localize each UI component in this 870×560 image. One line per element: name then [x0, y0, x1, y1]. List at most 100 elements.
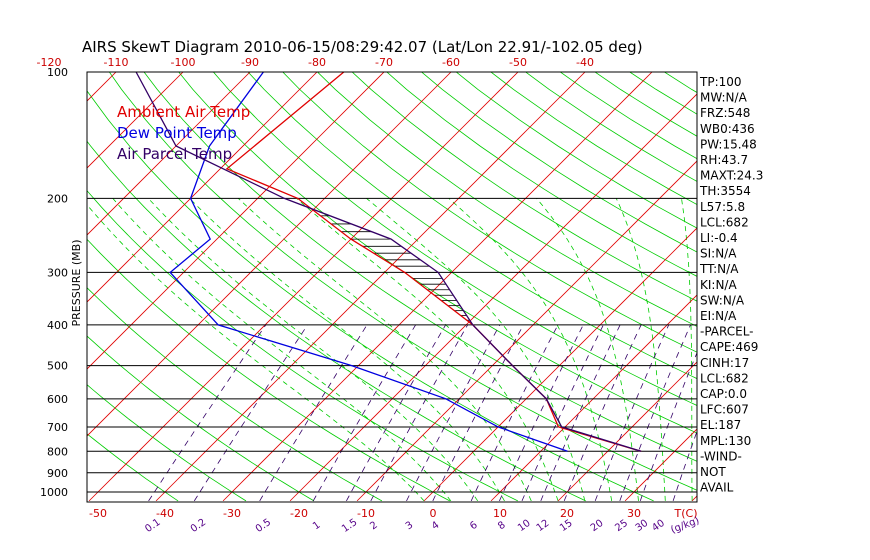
index-label: -PARCEL- — [700, 325, 754, 339]
index-label: FRZ:548 — [700, 106, 750, 120]
index-label: CAP:0.0 — [700, 387, 747, 401]
index-label: TH:3554 — [699, 184, 751, 198]
mixing-ratio-label: 4 — [430, 520, 442, 533]
plot-area — [87, 53, 870, 502]
top-temp-tick-label: -100 — [171, 56, 196, 69]
mixing-ratio-line — [563, 324, 642, 502]
bottom-temp-tick-label: 30 — [627, 507, 641, 520]
index-label: RH:43.7 — [700, 153, 748, 167]
profile-ambient-air-temp — [225, 71, 642, 452]
bottom-temp-tick-label: -50 — [89, 507, 107, 520]
mixing-ratio-line — [259, 324, 368, 502]
moist-adiabat — [238, 198, 532, 502]
legend-entry: Air Parcel Temp — [117, 145, 232, 163]
isotherm — [557, 361, 697, 502]
index-label: -WIND- — [700, 449, 742, 463]
dry-adiabat — [282, 72, 697, 353]
dry-adiabat — [87, 433, 179, 502]
top-temp-tick-label: -90 — [241, 56, 259, 69]
dry-adiabat — [735, 53, 870, 501]
isotherm — [423, 227, 697, 502]
mixing-ratio-line — [594, 324, 670, 502]
bottom-temp-tick-label: 0 — [430, 507, 437, 520]
index-label: L57:5.8 — [700, 200, 745, 214]
dry-adiabat — [87, 140, 586, 502]
moist-adiabat — [448, 198, 613, 501]
dry-adiabat — [668, 53, 870, 501]
index-label: TT:N/A — [699, 262, 739, 276]
dry-adiabat — [316, 72, 697, 327]
pressure-tick-label: 900 — [47, 467, 68, 480]
index-label: LCL:682 — [700, 215, 749, 229]
mixing-ratio-line — [639, 351, 697, 502]
dry-adiabat — [108, 72, 697, 491]
index-label: SI:N/A — [700, 247, 737, 261]
profile-dew-point-temp — [169, 71, 568, 452]
isotherm — [155, 72, 586, 502]
isotherm — [490, 294, 697, 502]
dry-adiabat — [386, 72, 697, 277]
mixing-ratio-label: 12 — [535, 518, 552, 534]
bottom-temp-tick-label: 20 — [560, 507, 574, 520]
dry-adiabat — [455, 72, 697, 229]
dry-adiabat — [87, 238, 450, 502]
moist-adiabat — [681, 198, 693, 501]
index-label: NOT — [700, 465, 726, 479]
dry-adiabat — [490, 72, 697, 206]
pressure-tick-label: 200 — [47, 192, 68, 205]
mixing-ratio-label: 30 — [634, 518, 651, 534]
dry-adiabat — [351, 72, 697, 302]
legend-entry: Ambient Air Temp — [117, 103, 250, 121]
dry-adiabat — [212, 72, 697, 406]
top-temp-tick-label: -50 — [509, 56, 527, 69]
bottom-temp-tick-label: -30 — [223, 507, 241, 520]
mixing-ratio-label: 10 — [516, 518, 533, 534]
pressure-tick-label: 500 — [47, 360, 68, 373]
mixing-ratio-line — [370, 324, 468, 502]
isotherm — [87, 72, 452, 437]
temp-unit-label: T(C) — [674, 507, 698, 520]
moist-adiabat — [296, 198, 559, 502]
isotherm — [87, 72, 385, 370]
mixing-ratio-line — [346, 324, 446, 502]
dry-adiabat — [143, 72, 697, 462]
top-temp-tick-label: -60 — [442, 56, 460, 69]
pressure-tick-label: 700 — [47, 421, 68, 434]
mixing-ratio-label: 0.2 — [189, 517, 208, 535]
top-temp-tick-label: -120 — [37, 56, 62, 69]
bottom-temp-tick-label: -40 — [156, 507, 174, 520]
legend: Ambient Air Temp Dew Point Temp Air Parcel… — [117, 103, 250, 163]
mixing-ratio-label: 40 — [650, 518, 667, 534]
bottom-temp-tick-label: -10 — [357, 507, 375, 520]
moist-adiabat — [148, 198, 479, 502]
moist-adiabat — [366, 198, 586, 502]
isotherm — [88, 72, 519, 502]
index-label: KI:N/A — [700, 278, 737, 292]
isotherm — [222, 72, 653, 502]
index-label: SW:N/A — [700, 293, 745, 307]
index-label: MW:N/A — [700, 91, 748, 105]
isotherm — [356, 160, 697, 502]
isotherm — [87, 72, 184, 169]
pressure-tick-label: 400 — [47, 319, 68, 332]
mixing-ratio-label: 15 — [558, 518, 575, 534]
top-temp-tick-label: -40 — [576, 56, 594, 69]
index-label: AVAIL — [700, 481, 734, 495]
mixing-ratio-line — [470, 324, 559, 502]
moist-adiabat — [189, 198, 505, 502]
mixing-ratio-label: 8 — [496, 520, 508, 533]
pressure-tick-label: 1000 — [40, 486, 68, 499]
top-temp-tick-label: -110 — [104, 56, 129, 69]
moist-adiabat — [615, 198, 666, 501]
mixing-ratio-line — [193, 324, 308, 502]
mixing-ratio-line — [521, 324, 604, 502]
mixing-ratio-label: 3 — [404, 520, 416, 533]
pressure-tick-label: 300 — [47, 266, 68, 279]
plot-frame — [86, 71, 698, 503]
index-label: CAPE:469 — [700, 340, 758, 354]
mixing-ratio-label: 2 — [368, 520, 380, 533]
moist-adiabat — [536, 198, 639, 501]
legend-entry: Dew Point Temp — [117, 124, 237, 142]
mixing-ratio-line — [432, 324, 524, 502]
